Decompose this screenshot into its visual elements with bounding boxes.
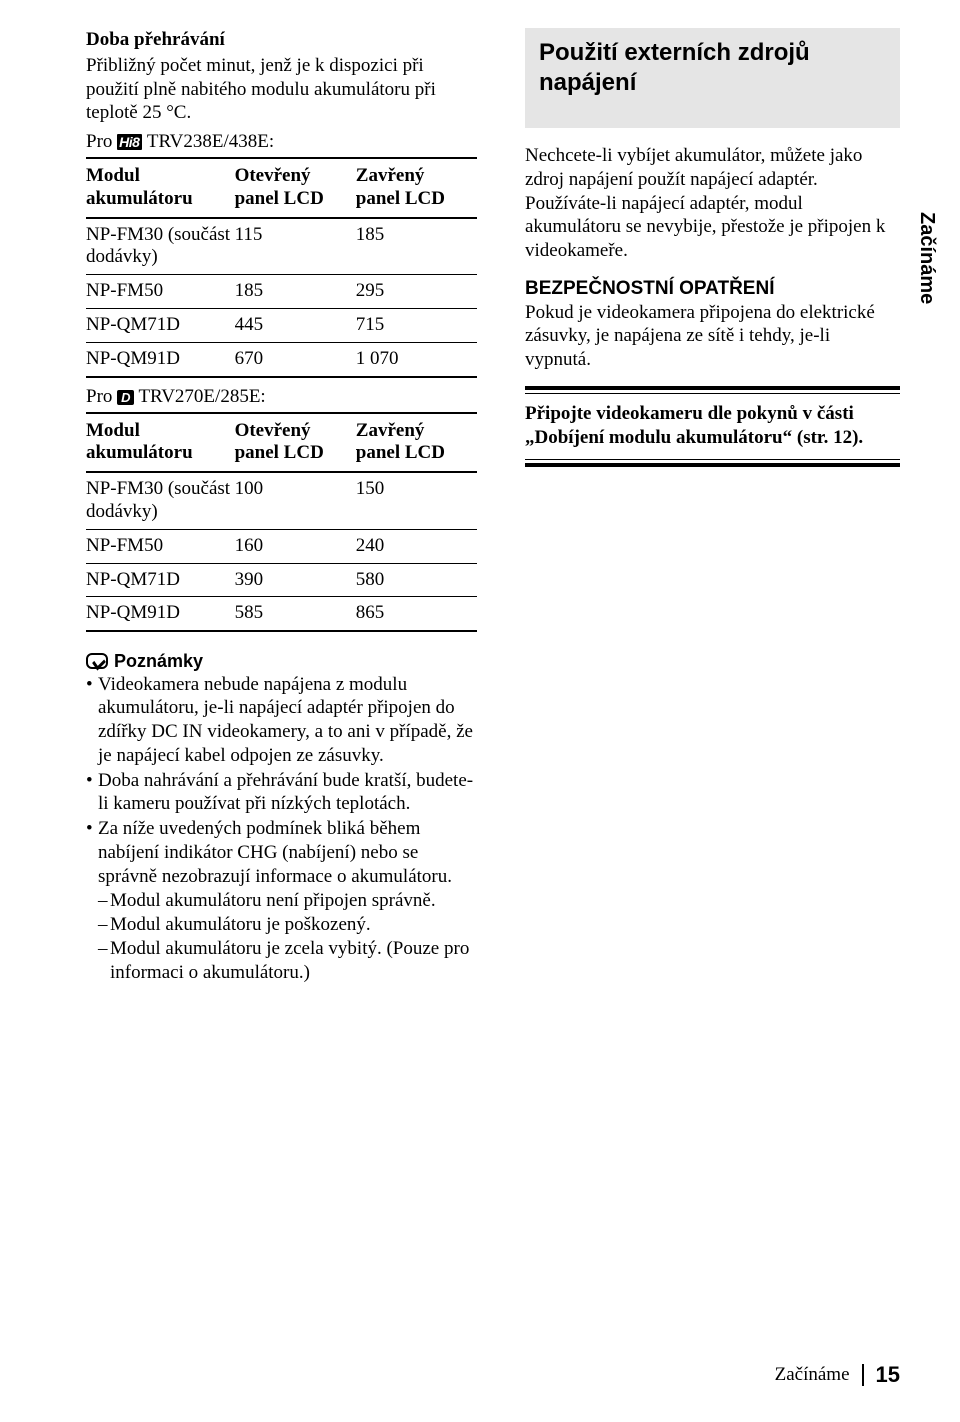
footer-divider [862,1364,864,1386]
note-item: Doba nahrávání a přehrávání bude kratší,… [86,769,477,817]
cell: 115 [235,218,356,275]
model2-prefix: Pro [86,386,117,407]
model1-prefix: Pro [86,131,117,152]
note-item: Za níže uvedených podmínek bliká během n… [86,817,477,888]
th-module: Modul akumulátoru [86,158,235,218]
right-paragraph-1: Nechcete-li vybíjet akumulátor, můžete j… [525,144,900,263]
model-line-1: Pro Hi8 TRV238E/438E: [86,131,477,153]
table-row: NP-QM71D390580 [86,563,477,597]
cell: 670 [235,342,356,376]
table-row: NP-FM30 (součást dodávky)115185 [86,218,477,275]
table-row: NP-FM30 (součást dodávky)100150 [86,472,477,529]
battery-table-1: Modul akumulátoru Otevřený panel LCD Zav… [86,157,477,378]
model2-suffix: TRV270E/285E: [134,386,266,407]
model-line-2: Pro D TRV270E/285E: [86,386,477,408]
cell: 1 070 [356,342,477,376]
cell: 390 [235,563,356,597]
th-open: Otevřený panel LCD [235,413,356,473]
playback-time-heading: Doba přehrávání [86,28,477,52]
divider-bottom [525,459,900,467]
model1-suffix: TRV238E/438E: [142,131,274,152]
cell: NP-QM91D [86,597,235,631]
cell: 100 [235,472,356,529]
th-closed: Zavřený panel LCD [356,413,477,473]
notes-heading: Poznámky [86,650,477,673]
divider-top [525,386,900,394]
cell: 715 [356,308,477,342]
d8-logo: D [117,390,134,405]
notes-heading-text: Poznámky [114,651,203,671]
safety-paragraph: Pokud je videokamera připojena do elektr… [525,301,900,372]
table-row: NP-FM50160240 [86,529,477,563]
note-item: Videokamera nebude napájena z modulu aku… [86,673,477,768]
notes-icon [86,653,108,669]
section-heading-box: Použití externích zdrojů napájení [525,28,900,128]
note-subitem: Modul akumulátoru je zcela vybitý. (Pouz… [98,937,477,985]
cell: 295 [356,275,477,309]
table-header-row: Modul akumulátoru Otevřený panel LCD Zav… [86,158,477,218]
cell: NP-QM91D [86,342,235,376]
side-tab: Začínáme [915,212,938,304]
cell: 185 [235,275,356,309]
table-row: NP-QM71D445715 [86,308,477,342]
cell: NP-FM50 [86,275,235,309]
cell: NP-FM30 (součást dodávky) [86,218,235,275]
footer-section: Začínáme [775,1364,850,1386]
cell: NP-QM71D [86,563,235,597]
intro-text: Přibližný počet minut, jenž je k dispozi… [86,54,477,125]
note-subitem: Modul akumulátoru je poškozený. [98,913,477,937]
table-row: NP-QM91D6701 070 [86,342,477,376]
page-footer: Začínáme 15 [775,1362,900,1388]
cell: 865 [356,597,477,631]
cell: 580 [356,563,477,597]
cell: 160 [235,529,356,563]
battery-table-2: Modul akumulátoru Otevřený panel LCD Zav… [86,412,477,633]
cell: 585 [235,597,356,631]
hi8-logo: Hi8 [117,134,142,150]
table-row: NP-FM50185295 [86,275,477,309]
cta-text: Připojte videokameru dle pokynů v části … [525,402,900,450]
cell: NP-FM30 (součást dodávky) [86,472,235,529]
cell: NP-QM71D [86,308,235,342]
note-subitem: Modul akumulátoru není připojen správně. [98,889,477,913]
cell: NP-FM50 [86,529,235,563]
cell: 445 [235,308,356,342]
notes-block: Poznámky Videokamera nebude napájena z m… [86,650,477,984]
cell: 150 [356,472,477,529]
th-module: Modul akumulátoru [86,413,235,473]
safety-heading: BEZPEČNOSTNÍ OPATŘENÍ [525,277,900,301]
table-header-row: Modul akumulátoru Otevřený panel LCD Zav… [86,413,477,473]
note-subitems: Modul akumulátoru není připojen správně.… [86,889,477,984]
th-closed: Zavřený panel LCD [356,158,477,218]
page-number: 15 [876,1362,900,1388]
cell: 240 [356,529,477,563]
table-row: NP-QM91D585865 [86,597,477,631]
cell: 185 [356,218,477,275]
th-open: Otevřený panel LCD [235,158,356,218]
